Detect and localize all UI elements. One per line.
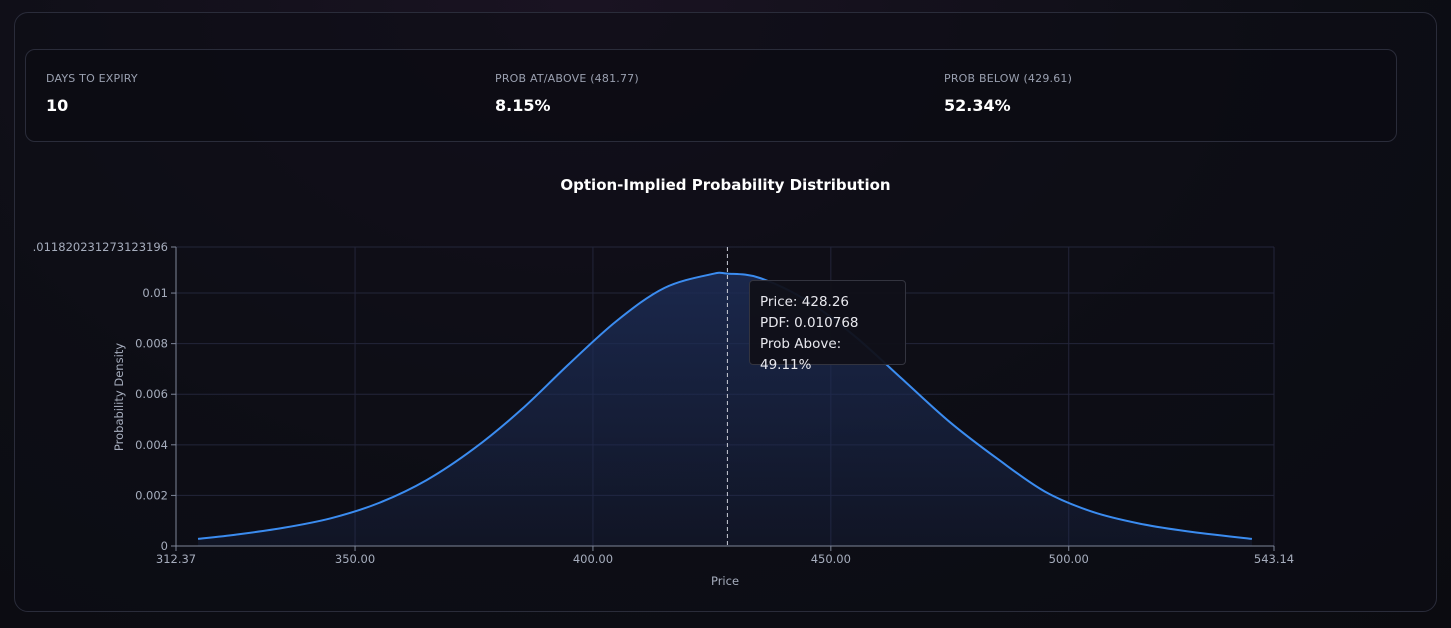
y-tick-label: 0.002 (135, 488, 168, 502)
tooltip-price: Price: 428.26 (760, 294, 850, 310)
y-tick-label: .011820231273123196 (33, 240, 168, 254)
chart-title: Option-Implied Probability Distribution (560, 176, 891, 194)
y-axis-label: Probability Density (112, 343, 126, 451)
x-tick-label: 312.37 (156, 552, 196, 566)
stat-label: DAYS TO EXPIRY (46, 72, 138, 85)
y-tick-label: 0.004 (135, 438, 168, 452)
x-axis-label: Price (711, 574, 739, 588)
y-tick-label: 0.01 (142, 286, 168, 300)
stat-value: 8.15% (495, 96, 551, 115)
x-tick-label: 543.14 (1254, 552, 1294, 566)
stat-days-to-expiry: DAYS TO EXPIRY 10 (46, 72, 138, 115)
density-area (198, 272, 1252, 546)
stats-card: DAYS TO EXPIRY 10 PROB AT/ABOVE (481.77)… (25, 49, 1397, 142)
x-tick-label: 400.00 (573, 552, 613, 566)
chart-tooltip: Price: 428.26 PDF: 0.010768 Prob Above: … (749, 280, 906, 373)
stat-value: 52.34% (944, 96, 1011, 115)
y-tick-label: 0 (161, 539, 168, 553)
tooltip-prob-above: Prob Above: 49.11% (760, 336, 842, 373)
density-line (197, 271, 1253, 540)
x-tick-label: 350.00 (335, 552, 375, 566)
stat-prob-below: PROB BELOW (429.61) 52.34% (944, 72, 1072, 115)
x-tick-label: 500.00 (1049, 552, 1089, 566)
tooltip-pdf: PDF: 0.010768 (760, 315, 859, 331)
stat-prob-above: PROB AT/ABOVE (481.77) 8.15% (495, 72, 639, 115)
x-tick-label: 450.00 (811, 552, 851, 566)
y-tick-label: 0.008 (135, 337, 168, 351)
stat-label: PROB BELOW (429.61) (944, 72, 1073, 85)
stat-label: PROB AT/ABOVE (481.77) (495, 72, 639, 85)
stat-value: 10 (46, 96, 69, 115)
y-tick-label: 0.006 (135, 387, 168, 401)
